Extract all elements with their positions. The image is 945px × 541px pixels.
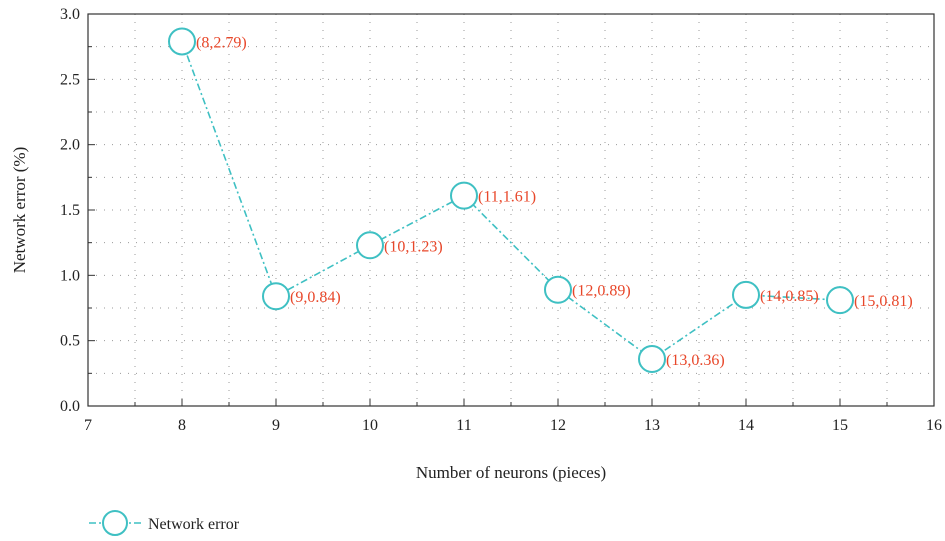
data-point-label: (12,0.89) (572, 283, 631, 300)
legend-marker-icon (102, 510, 128, 536)
data-point-marker (450, 181, 478, 210)
y-tick-label: 0.5 (60, 333, 80, 350)
legend-label: Network error (148, 516, 240, 533)
series-network-error (168, 27, 854, 373)
plot-background (88, 14, 934, 406)
y-tick-label: 1.5 (60, 202, 80, 219)
x-tick-label: 9 (272, 417, 280, 434)
x-tick-label: 12 (550, 417, 566, 434)
data-point-label: (8,2.79) (196, 34, 247, 51)
x-tick-label: 10 (362, 417, 378, 434)
data-point-label: (13,0.36) (666, 352, 725, 369)
x-tick-label: 15 (832, 417, 848, 434)
data-labels: (8,2.79) (9,0.84) (10,1.23) (11,1.61) (12,0.… (196, 34, 913, 369)
data-point-marker (262, 282, 290, 311)
data-point-label: (11,1.61) (478, 189, 536, 206)
data-point-marker (356, 231, 384, 260)
data-point-marker (168, 27, 196, 56)
y-tick-label: 2.5 (60, 71, 80, 88)
x-tick-label: 14 (738, 417, 754, 434)
y-tick-label: 0.0 (60, 398, 80, 415)
legend: Network error (89, 510, 240, 536)
data-point-label: (10,1.23) (384, 238, 443, 255)
data-point-label: (9,0.84) (290, 289, 341, 306)
axes: 0.0 0.5 1.0 1.5 2.0 2.5 3.0 7 8 9 10 11 12 13 14 15 16 (60, 6, 942, 434)
data-point-marker (544, 275, 572, 304)
data-point-marker (638, 344, 666, 373)
y-tick-label: 2.0 (60, 137, 80, 154)
x-tick-label: 11 (456, 417, 471, 434)
grid (88, 14, 934, 406)
x-tick-label: 16 (926, 417, 942, 434)
y-tick-label: 1.0 (60, 267, 80, 284)
y-tick-label: 3.0 (60, 6, 80, 23)
x-tick-label: 13 (644, 417, 660, 434)
x-tick-label: 7 (84, 417, 92, 434)
x-tick-label: 8 (178, 417, 186, 434)
series-line (181, 41, 841, 360)
x-axis-title: Number of neurons (pieces) (416, 463, 606, 482)
y-axis-title: Network error (%) (10, 147, 29, 274)
data-point-label: (15,0.81) (854, 293, 913, 310)
data-point-label: (14,0.85) (760, 288, 819, 305)
data-point-marker (826, 286, 854, 315)
data-point-marker (732, 280, 760, 309)
